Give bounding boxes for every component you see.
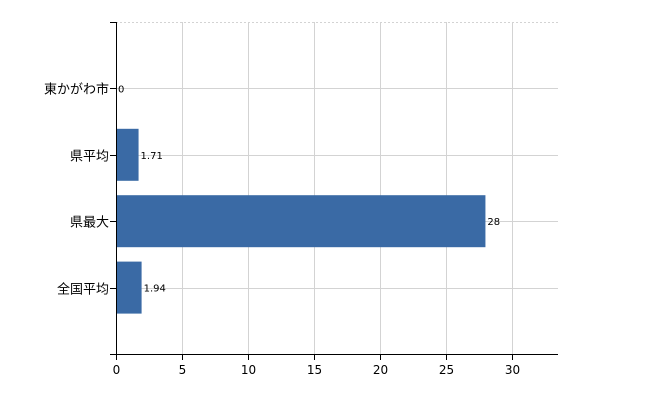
x-tick-label-15: 15	[307, 363, 322, 377]
bar-1	[116, 128, 139, 181]
x-tick-label-30: 30	[505, 363, 520, 377]
data-label-1: 1.71	[141, 151, 163, 162]
x-tick-label-20: 20	[373, 363, 388, 377]
x-tick-label-10: 10	[241, 363, 256, 377]
gridlines	[116, 22, 558, 354]
bar-3	[116, 261, 142, 314]
x-tick-label-25: 25	[439, 363, 454, 377]
data-label-2: 28	[487, 217, 500, 228]
y-tick-label-0: 東かがわ市	[44, 82, 109, 98]
y-tick-label-3: 全国平均	[57, 282, 109, 298]
axes	[110, 22, 558, 360]
data-label-0: 0	[118, 84, 124, 95]
x-tick-label-0: 0	[113, 363, 121, 377]
y-tick-label-1: 県平均	[70, 150, 109, 165]
data-label-3: 1.94	[144, 284, 166, 295]
x-tick-label-5: 5	[179, 363, 187, 377]
bar-2	[116, 195, 486, 248]
y-tick-label-2: 県最大	[70, 216, 109, 231]
bars	[116, 128, 486, 314]
